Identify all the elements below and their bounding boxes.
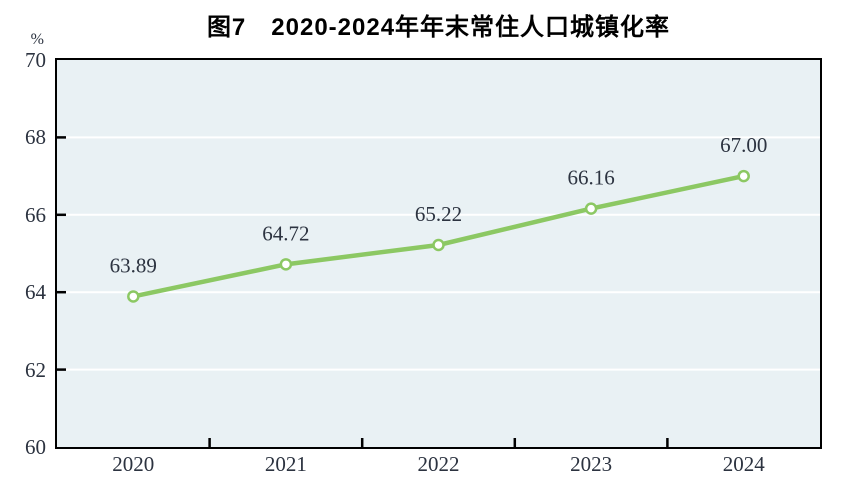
data-point-label: 63.89 <box>110 253 157 277</box>
plot-svg: 63.89 64.72 65.22 66.16 67.00 <box>57 133 820 447</box>
x-axis-tick-label: 2024 <box>722 452 765 476</box>
data-point-marker <box>584 202 598 215</box>
x-axis-tick-label: 2023 <box>570 452 613 476</box>
data-line <box>132 173 745 299</box>
data-point-label: 64.72 <box>262 221 309 245</box>
chart-title: 图7 2020-2024年年末常住人口城镇化率 <box>206 14 671 41</box>
y-axis-tick-label: 64 <box>25 280 46 305</box>
y-axis-tick-label: 70 <box>25 48 46 72</box>
data-point-marker <box>432 238 445 252</box>
data-point-marker <box>127 290 140 303</box>
data-point-label: 66.16 <box>567 166 614 190</box>
y-axis-unit-label: % <box>30 31 44 48</box>
data-point-marker <box>279 258 293 271</box>
y-axis-tick-label: 68 <box>25 125 46 150</box>
y-axis-labels: 60 62 64 66 68 70 <box>0 48 46 459</box>
x-axis-labels: 2020 2021 2022 2023 2024 <box>57 452 820 482</box>
data-point-label: 65.22 <box>415 202 462 226</box>
x-axis-tick-label: 2021 <box>264 452 307 476</box>
x-axis-tick-label: 2020 <box>112 452 155 476</box>
data-point-marker <box>737 169 750 183</box>
x-axis-tick-label: 2022 <box>417 452 460 476</box>
plot-area: 63.89 64.72 65.22 66.16 67.00 <box>55 58 822 449</box>
data-point-label: 67.00 <box>720 133 767 157</box>
y-axis-tick-label: 62 <box>25 357 46 382</box>
y-axis-tick-label: 60 <box>25 435 46 459</box>
y-axis-tick-label: 66 <box>25 202 46 227</box>
